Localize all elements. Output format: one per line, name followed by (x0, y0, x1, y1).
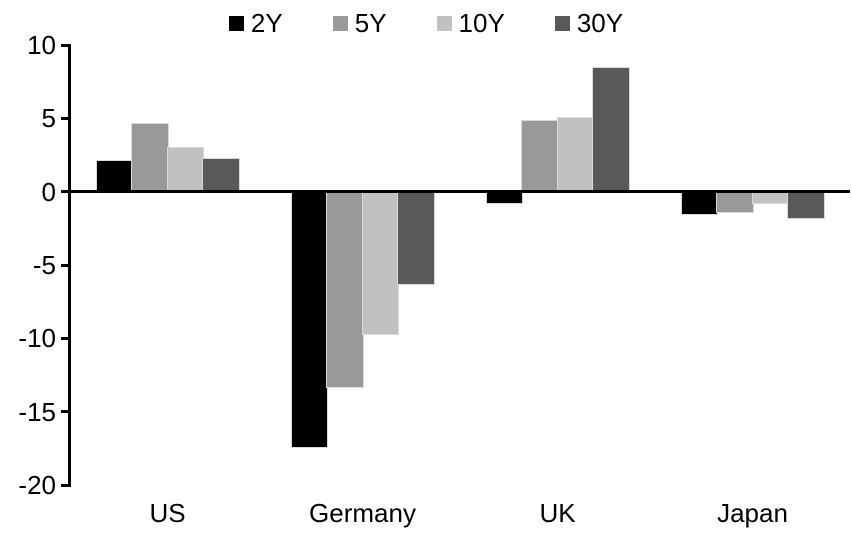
legend-item-10y: 10Y (436, 8, 505, 38)
y-axis-tick (61, 263, 70, 267)
bar-japan-10y (751, 190, 789, 205)
legend-label: 10Y (458, 8, 505, 38)
y-axis-tick (61, 410, 70, 414)
x-axis-label-japan: Japan (717, 498, 788, 528)
legend-swatch-icon (332, 15, 348, 31)
y-axis-tick (61, 336, 70, 340)
y-axis-tick (61, 43, 70, 47)
legend-label: 5Y (354, 8, 387, 38)
legend-swatch-icon (228, 15, 244, 31)
y-axis-tick-label: -5 (32, 250, 56, 280)
y-axis-line (68, 44, 71, 487)
bar-uk-5y (521, 120, 559, 193)
y-axis-tick (61, 190, 70, 194)
y-axis-tick-label: -20 (18, 470, 56, 500)
bar-uk-2y (485, 190, 523, 205)
x-axis-label-germany: Germany (309, 498, 416, 528)
bar-us-5y (131, 123, 169, 193)
y-axis-tick-label: 5 (41, 103, 56, 134)
legend-label: 2Y (250, 8, 283, 38)
bar-germany-2y (290, 190, 328, 448)
legend-item-2y: 2Y (228, 8, 283, 38)
y-axis-tick-label: -10 (18, 323, 56, 354)
bar-us-10y (166, 146, 204, 193)
x-axis-label-uk: UK (539, 498, 576, 528)
y-axis-tick (61, 116, 70, 120)
y-axis-tick-label: 0 (41, 176, 56, 207)
x-axis-label-us: US (149, 498, 186, 528)
bar-us-30y (202, 158, 240, 193)
bar-us-2y (95, 159, 133, 193)
bar-japan-2y (680, 190, 718, 215)
legend-label: 30Y (576, 8, 624, 38)
legend-item-5y: 5Y (332, 8, 387, 38)
legend-swatch-icon (554, 15, 570, 31)
bar-japan-5y (716, 190, 754, 214)
bar-japan-30y (787, 190, 825, 220)
legend-item-30y: 30Y (554, 8, 624, 38)
bar-germany-5y (326, 190, 364, 388)
y-axis-tick (61, 483, 70, 487)
zero-axis-line (68, 190, 850, 194)
bar-uk-30y (592, 67, 630, 193)
bar-uk-10y (556, 117, 594, 193)
chart-legend: 2Y 5Y 10Y 30Y (0, 10, 852, 36)
bar-germany-30y (397, 190, 435, 286)
y-axis-tick-label: 10 (27, 30, 56, 60)
y-axis-tick-label: -15 (18, 396, 56, 427)
bar-germany-10y (361, 190, 399, 335)
legend-swatch-icon (436, 15, 452, 31)
